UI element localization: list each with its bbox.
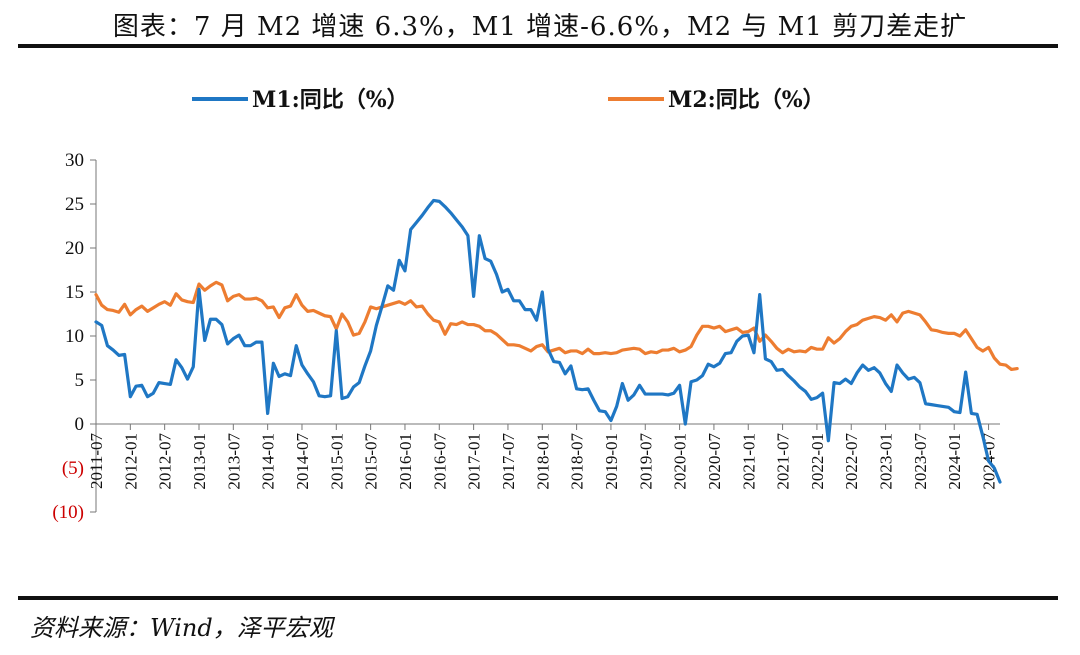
y-tick-label: 5	[75, 370, 85, 391]
x-tick-label: 2022-07	[842, 433, 861, 490]
x-tick-label: 2023-01	[877, 433, 896, 490]
x-tick-label: 2013-07	[224, 433, 243, 490]
x-tick-label: 2012-01	[121, 433, 140, 490]
x-tick-label: 2014-01	[259, 433, 278, 490]
x-tick-label: 2020-01	[671, 433, 690, 490]
series-line-m1	[94, 198, 1002, 484]
x-tick-label: 2024-01	[945, 433, 964, 490]
legend-label-m1: M1:同比（%）	[252, 87, 409, 113]
y-tick-label: 30	[65, 150, 84, 171]
x-tick-label: 2018-07	[568, 433, 587, 490]
x-tick-label: 2016-01	[396, 433, 415, 490]
x-tick-label: 2014-07	[293, 433, 312, 490]
top-rule	[18, 44, 1058, 48]
x-tick-label: 2018-01	[533, 433, 552, 490]
x-tick-label: 2022-01	[808, 433, 827, 490]
x-tick-label: 2017-01	[465, 433, 484, 490]
y-tick-label: 15	[65, 282, 84, 303]
x-tick-label: 2021-01	[739, 433, 758, 490]
line-chart: M1:同比（%） M2:同比（%） 30 25 20 15 10 5 0 (5) (10)2011…	[52, 87, 1019, 523]
x-tick-label: 2013-01	[190, 433, 209, 490]
x-tick-label: 2023-07	[911, 433, 930, 490]
bottom-rule	[18, 596, 1058, 600]
y-tick-label: 20	[65, 238, 84, 259]
x-tick-label: 2011-07	[87, 433, 106, 490]
x-tick-label: 2015-07	[362, 433, 381, 490]
x-tick-label: 2012-07	[156, 433, 175, 490]
legend: M1:同比（%） M2:同比（%）	[192, 87, 825, 113]
source-note: 资料来源：Wind，泽平宏观	[30, 614, 333, 642]
series-line-m2	[94, 280, 1019, 372]
y-tick-label: 25	[65, 194, 84, 215]
x-tick-label: 2019-07	[636, 433, 655, 490]
x-tick-label: 2017-07	[499, 433, 518, 490]
chart-title: 图表：7 月 M2 增速 6.3%，M1 增速-6.6%，M2 与 M1 剪刀差…	[112, 12, 968, 42]
y-tick-label: 0	[75, 414, 85, 435]
x-tick-label: 2015-01	[327, 433, 346, 490]
x-tick-label: 2016-07	[430, 433, 449, 490]
x-tick-label: 2021-07	[774, 433, 793, 490]
y-tick-label: (10)	[52, 502, 84, 523]
x-tick-label: 2019-01	[602, 433, 621, 490]
legend-label-m2: M2:同比（%）	[668, 87, 825, 113]
plot-area: 30 25 20 15 10 5 0 (5) (10)2011-07 2012-01 2012-07…	[52, 150, 1019, 523]
x-tick-label: 2020-07	[705, 433, 724, 490]
y-tick-label: (5)	[62, 458, 84, 479]
y-tick-label: 10	[65, 326, 84, 347]
